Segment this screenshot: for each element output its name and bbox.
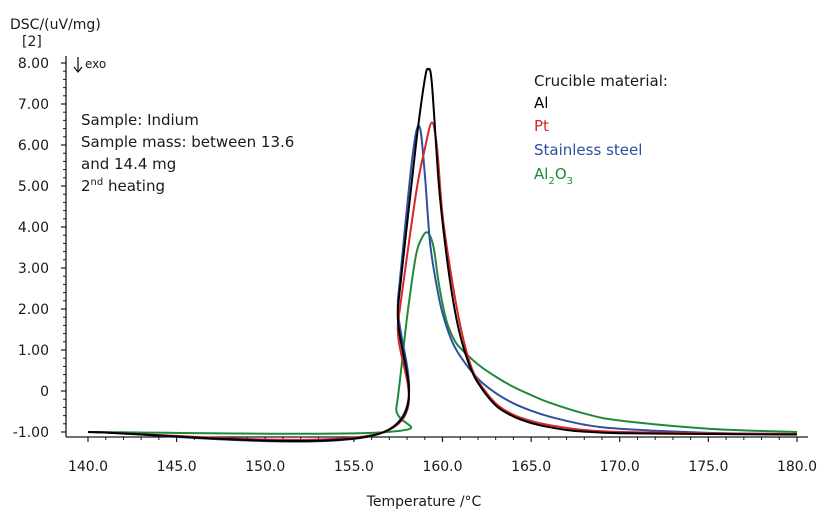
y-tick-label: 3.00 [18, 261, 49, 277]
al2o3-part-1: Al [534, 165, 548, 183]
sample-line-2: Sample mass: between 13.6 [81, 133, 294, 151]
legend-item-al: Al [534, 94, 548, 112]
sample-line-4: 2nd heating [81, 177, 165, 195]
y-tick-label: -1.00 [13, 425, 49, 441]
legend-title: Crucible material: [534, 72, 668, 90]
x-tick-label: 170.0 [600, 459, 640, 475]
x-tick-label: 145.0 [157, 459, 197, 475]
exo-label: exo [85, 57, 106, 71]
x-tick-label: 140.0 [68, 459, 108, 475]
heating-number: 2 [81, 177, 91, 195]
y-tick-label: 6.00 [18, 138, 49, 154]
x-tick-label: 180.0 [777, 459, 817, 475]
y-axis-label-unit: [2] [22, 34, 42, 50]
sample-line-1: Sample: Indium [81, 111, 199, 129]
y-tick-label: 1.00 [18, 343, 49, 359]
series-line-al2o3 [87, 231, 798, 435]
legend-item-al2o3: Al2O3 [534, 165, 573, 187]
legend-item-stainless-steel: Stainless steel [534, 141, 642, 159]
x-tick-label: 165.0 [511, 459, 551, 475]
al2o3-sub-2: 3 [567, 176, 573, 187]
x-tick-label: 155.0 [334, 459, 374, 475]
series-line-al [87, 67, 798, 443]
y-tick-label: 2.00 [18, 302, 49, 318]
sample-line-3: and 14.4 mg [81, 155, 176, 173]
x-axis-label: Temperature /°C [366, 494, 482, 510]
legend: Crucible material: Al Pt Stainless steel… [534, 72, 668, 187]
heating-text: heating [103, 177, 165, 195]
y-tick-label: 4.00 [18, 220, 49, 236]
y-tick-label: 8.00 [18, 56, 49, 72]
y-axis-label: DSC/(uV/mg) [10, 17, 101, 33]
y-tick-label: 5.00 [18, 179, 49, 195]
x-tick-label: 175.0 [688, 459, 728, 475]
exo-arrow-head-icon [73, 66, 83, 74]
x-tick-label: 160.0 [422, 459, 462, 475]
series-line-pt [87, 121, 798, 441]
x-tick-label: 150.0 [245, 459, 285, 475]
heating-superscript: nd [91, 177, 104, 188]
legend-item-pt: Pt [534, 117, 549, 135]
y-ticks: 8.00 7.00 6.00 5.00 4.00 3.00 2.00 1.00 0 -1.00 [13, 56, 66, 441]
al2o3-sub-1: 2 [548, 176, 554, 187]
y-tick-label: 0 [40, 384, 49, 400]
series-line-stainless-steel [87, 125, 798, 443]
series-group [87, 67, 798, 443]
x-ticks: 140.0 145.0 150.0 155.0 160.0 165.0 170.0 175.0… [68, 437, 817, 475]
sample-info: Sample: Indium Sample mass: between 13.6… [81, 111, 294, 195]
exo-marker: exo [73, 57, 106, 74]
y-tick-label: 7.00 [18, 97, 49, 113]
al2o3-part-2: O [555, 165, 567, 183]
